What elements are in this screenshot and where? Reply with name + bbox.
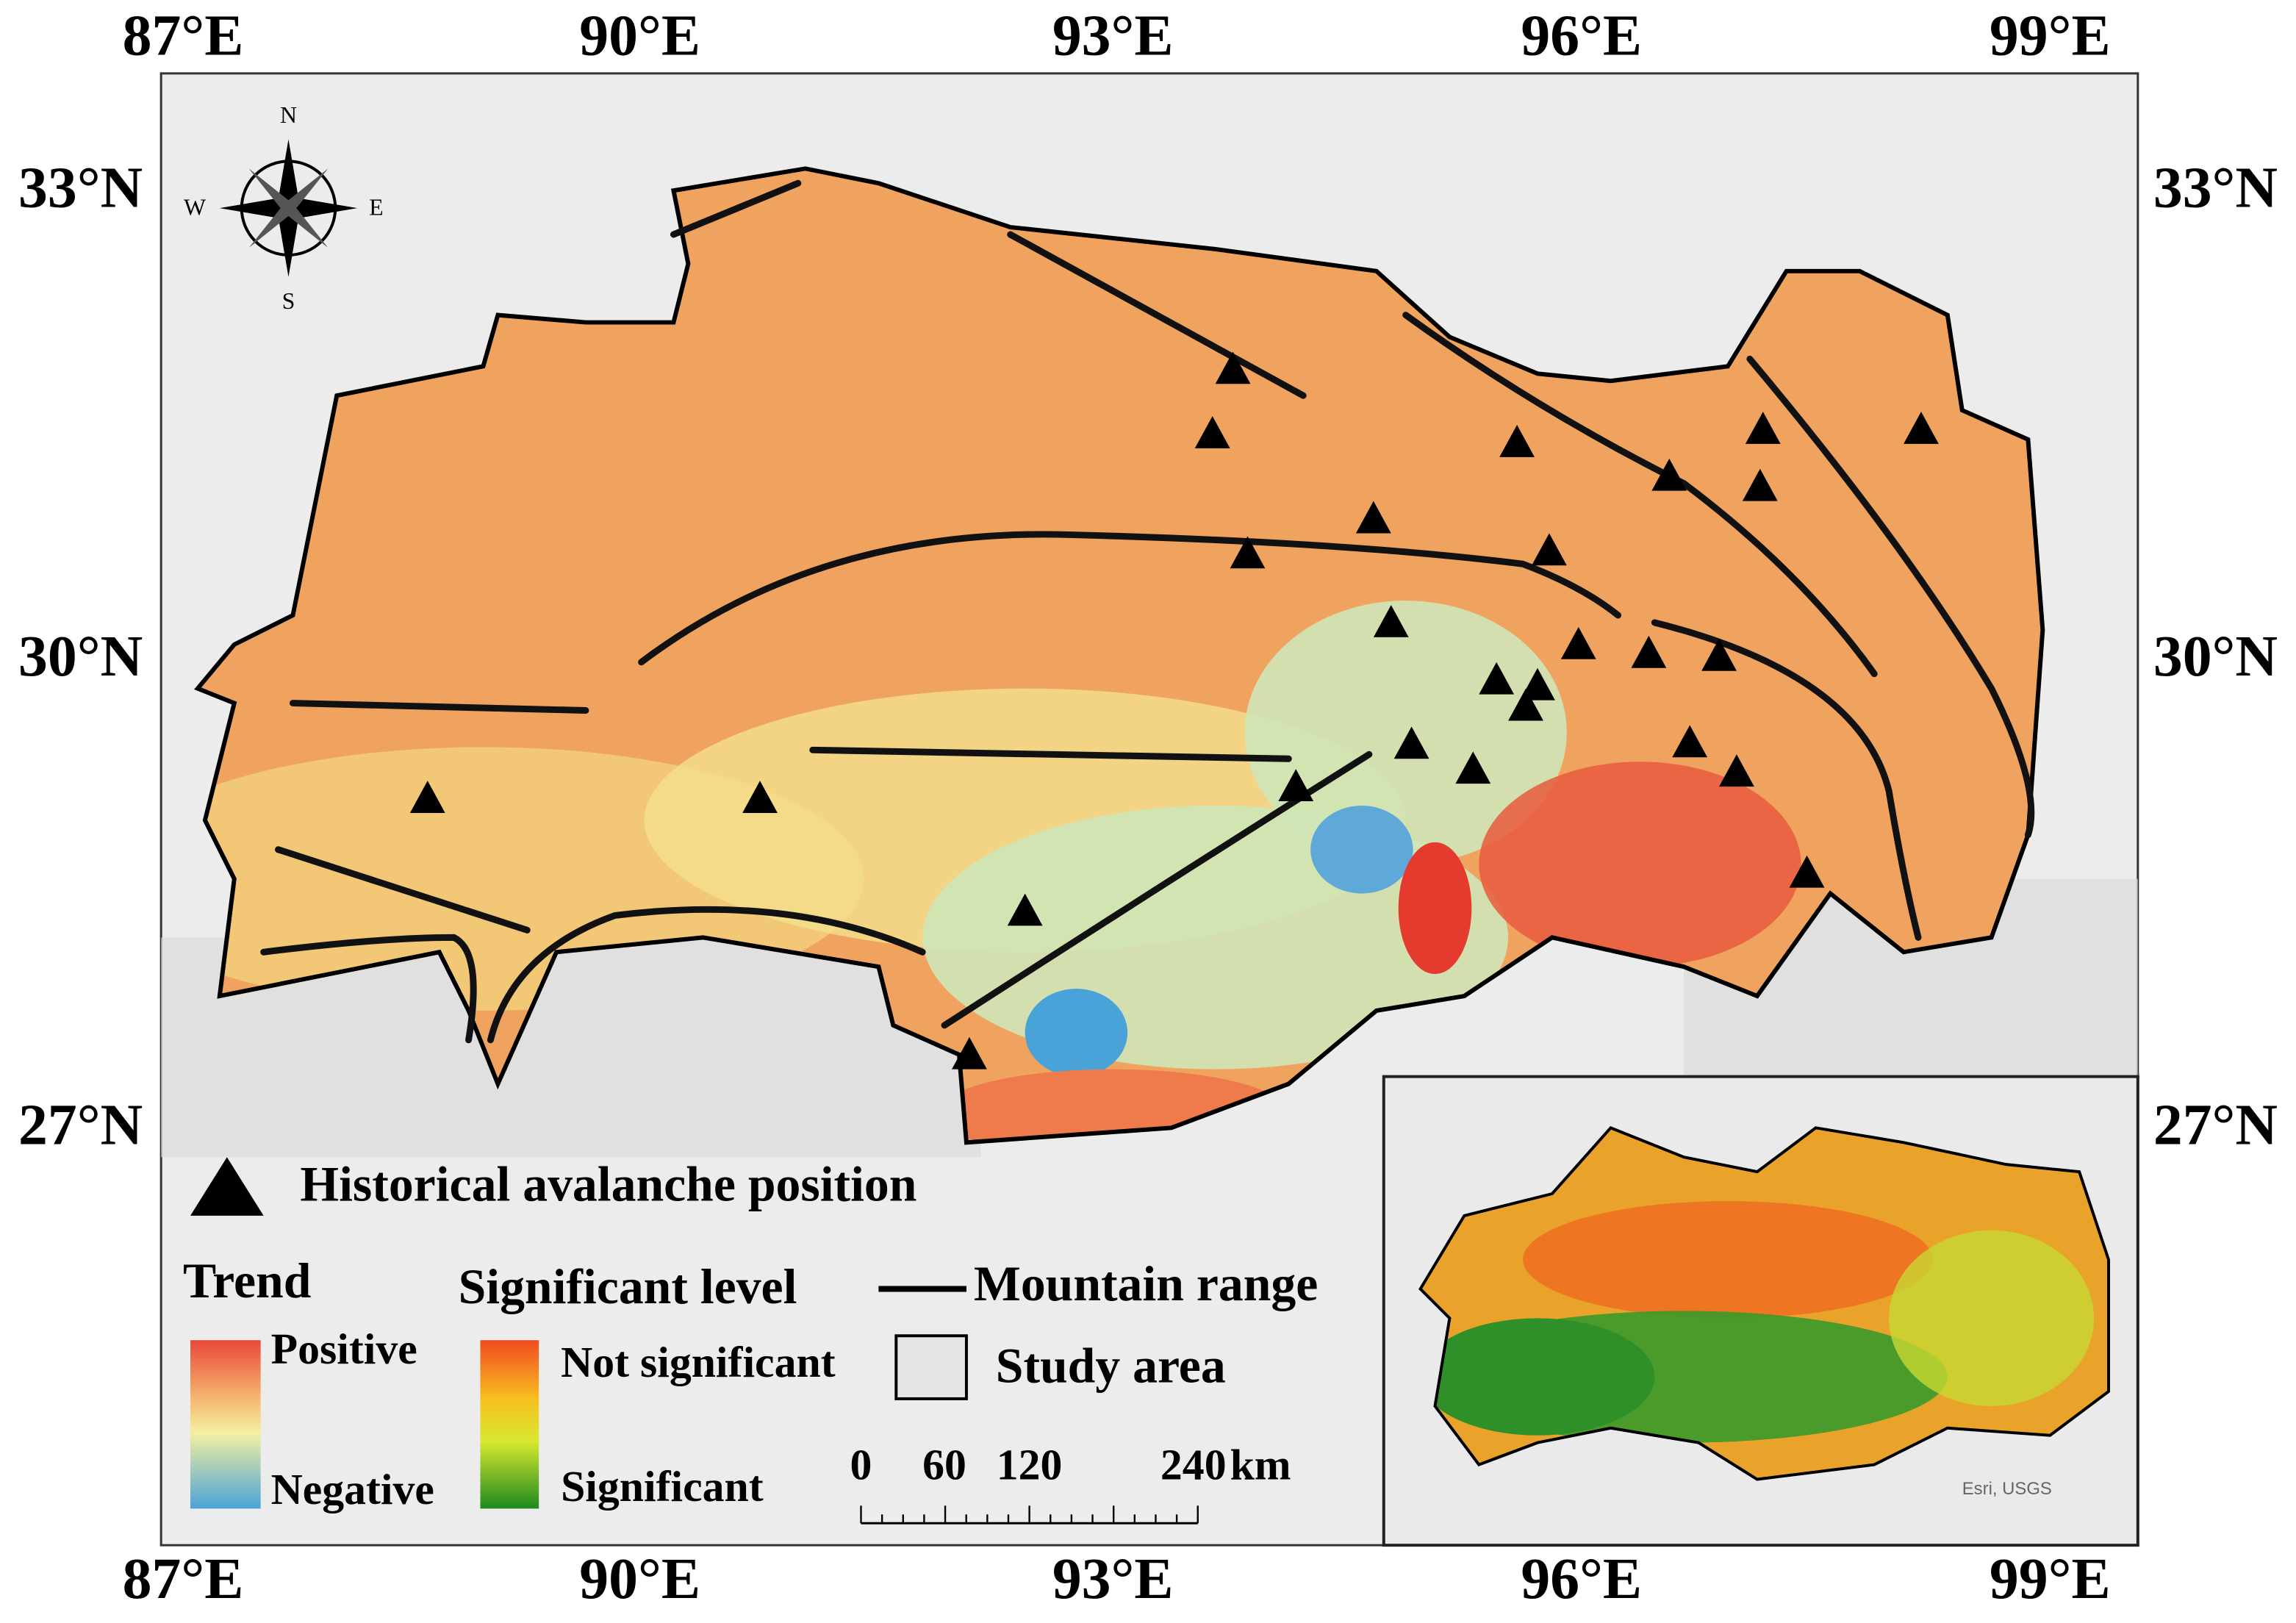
lon-label: 99°E [1990,1547,2111,1611]
legend-study-area-symbol [894,1334,968,1400]
attribution: Esri, USGS [1962,1479,2052,1499]
lat-label: 33°N [2153,156,2278,221]
mountain-range [1007,231,1307,399]
avalanche-point [1560,626,1596,659]
scale-label: 0 [850,1440,872,1488]
avalanche-point [1672,725,1708,758]
axis-labels: 87°E 90°E 93°E 96°E 99°E 87°E 90°E 93°E … [18,3,2278,1611]
avalanche-point [1393,726,1429,759]
scale-bar: 0 60 120 240 km [850,1440,1291,1525]
compass-label: E [369,194,383,220]
legend-mountain: Mountain range [974,1256,1318,1311]
avalanche-point [1007,893,1043,926]
lon-label: 90°E [579,3,700,68]
trend-patch [1025,989,1128,1077]
lat-label: 27°N [2153,1093,2278,1158]
trend-patch [1310,806,1413,894]
legend-trend-low: Negative [271,1465,434,1513]
avalanche-point [1631,635,1667,668]
avalanche-point [1745,412,1781,444]
sig-patch [1420,1318,1655,1436]
avalanche-point [1520,667,1555,701]
avalanche-point [1719,754,1754,787]
mountain-range [487,906,926,1044]
lon-label: 90°E [579,1547,700,1611]
avalanche-point [1479,662,1515,695]
legend-significance-high: Not significant [561,1338,836,1386]
avalanche-point [1455,751,1491,784]
lon-label: 87°E [123,3,244,68]
legend-significance-title: Significant level [459,1259,797,1314]
avalanche-point [1508,688,1543,721]
avalanche-point [952,1036,987,1070]
mountain-range [670,179,802,238]
mountain-range [1402,312,1878,678]
avalanche-point [1194,416,1230,448]
compass-star [248,168,329,248]
avalanche-point [742,781,778,813]
avalanche-point [1230,536,1266,569]
lat-label: 33°N [18,156,143,221]
sig-patch [1889,1230,2095,1406]
mountain-range [275,846,531,934]
scale-unit: km [1230,1440,1291,1488]
avalanche-point [1742,468,1778,501]
avalanche-point [1278,769,1314,802]
lat-label: 30°N [18,624,143,689]
legend-avalanche-symbol [190,1157,264,1216]
legend-significance-low: Significant [561,1462,764,1511]
scale-label: 60 [922,1440,966,1488]
legend-trend-high: Positive [271,1325,417,1373]
scale-ticks [860,1505,1199,1524]
significance-colorbar [480,1340,539,1509]
trend-patch [1479,762,1801,967]
sig-patch [1523,1200,1933,1319]
legend-study-area: Study area [996,1339,1226,1394]
avalanche-point [1373,605,1409,637]
lon-label: 93°E [1052,1547,1174,1611]
compass-label: S [282,288,295,314]
mountain-range [260,934,477,1044]
avalanche-point [409,781,445,813]
mountain-range [809,746,1292,762]
compass-label: W [184,194,207,220]
avalanche-point [1531,533,1567,566]
avalanche-point [1355,501,1391,534]
mountain-ranges [260,179,2035,1044]
lon-label: 93°E [1052,3,1174,68]
lon-label: 96°E [1521,1547,1642,1611]
trend-colorbar [190,1340,261,1509]
mountain-range [1746,355,2035,839]
lat-label: 30°N [2153,624,2278,689]
legend-trend-title: Trend [183,1253,311,1308]
scale-label: 240 [1160,1440,1227,1488]
avalanche-point [1215,351,1251,384]
mountain-range [941,750,1373,1029]
avalanche-point [1499,425,1535,457]
inset-outline [1418,1125,2110,1481]
compass-label: N [280,102,297,128]
trend-patch [1398,842,1472,975]
scale-label: 120 [997,1440,1063,1488]
lat-label: 27°N [18,1093,143,1158]
trend-patch [1244,601,1567,864]
legend-avalanche: Historical avalanche position [300,1157,916,1212]
avalanche-point [1701,638,1737,671]
lon-label: 96°E [1521,3,1642,68]
avalanche-point [1789,855,1825,888]
avalanche-point [1651,458,1687,491]
mountain-range [1651,619,1922,941]
lon-label: 87°E [123,1547,244,1611]
mountain-range [638,531,1622,666]
avalanche-points [409,351,1939,1070]
avalanche-point [1904,412,1939,444]
mountain-range [289,700,589,714]
lon-label: 99°E [1990,3,2111,68]
compass: N S E W [184,102,384,314]
